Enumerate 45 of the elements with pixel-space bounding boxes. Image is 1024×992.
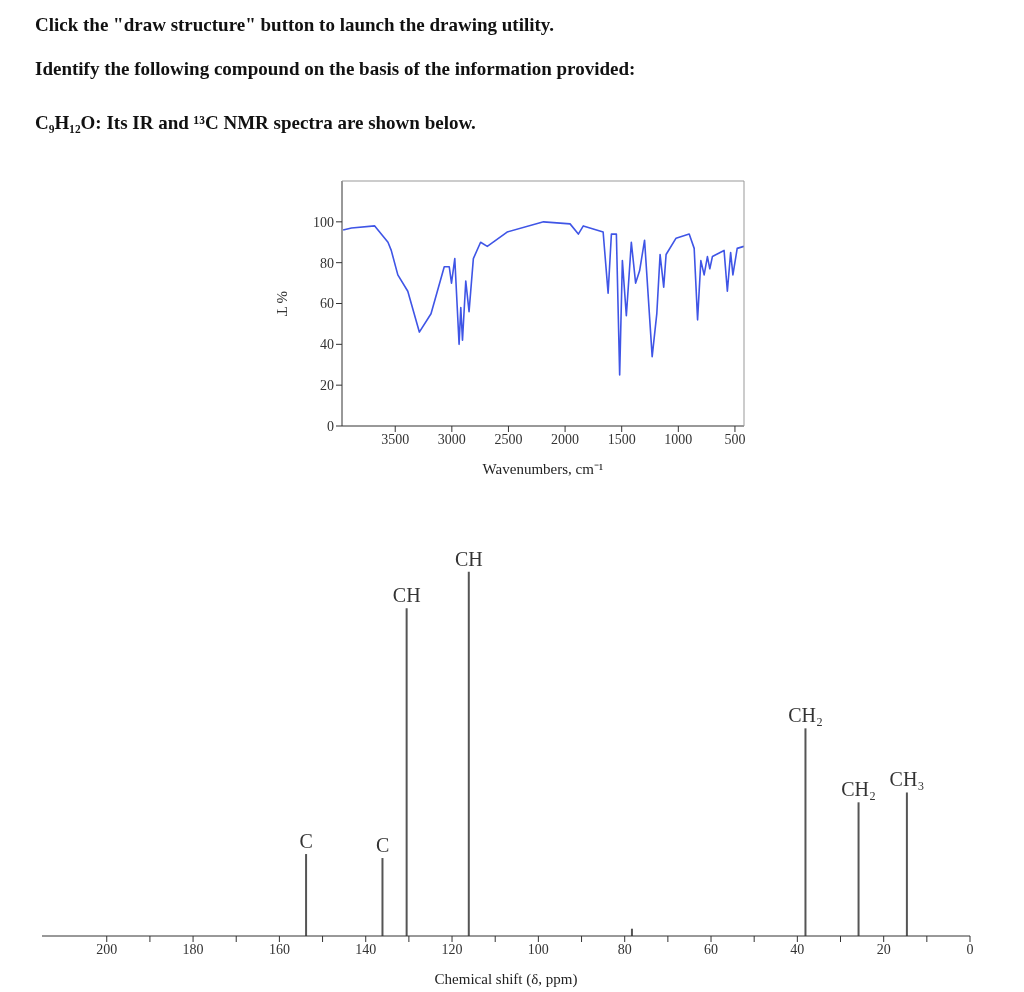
y-axis-title: % T — [273, 290, 290, 317]
bar — [467, 571, 470, 936]
y-tick-label: 100 — [313, 214, 334, 230]
annotation: CH₂ — [841, 778, 877, 801]
chart-title: Click the "draw structure" button to launch the drawing utility. — [35, 14, 554, 36]
x-tick-label: 2000 — [551, 431, 580, 447]
x-axis-title: Chemical shift (δ, ppm) — [434, 971, 578, 988]
x-tick-label: 100 — [527, 941, 549, 957]
x-axis-title: Wavenumbers, cm⁻¹ — [482, 461, 604, 477]
chart-subtitle: Identify the following compound on the basis of the information provided: — [35, 58, 636, 80]
x-tick-label: 140 — [355, 941, 377, 957]
annotation: C — [299, 830, 313, 853]
x-tick-label: 180 — [182, 941, 204, 957]
x-tick-label: 1500 — [607, 431, 636, 447]
y-tick-label: 0 — [327, 418, 334, 434]
x-tick-label: 2500 — [494, 431, 523, 447]
x-tick-label: 3000 — [437, 431, 466, 447]
x-tick-label: 0 — [966, 941, 974, 957]
x-tick-label: 20 — [876, 941, 891, 957]
line-series — [342, 221, 744, 376]
x-tick-label: 60 — [704, 941, 719, 957]
y-tick-label: 60 — [320, 296, 334, 312]
annotation: C — [375, 834, 390, 857]
y-tick-label: 80 — [320, 255, 334, 271]
x-tick-label: 120 — [441, 941, 463, 957]
text: C₉H₁₂O: Its IR and ¹³C NMR spectra are shown below. — [35, 112, 476, 134]
annotation: CH — [392, 584, 421, 607]
y-tick-label: 20 — [320, 378, 334, 394]
annotation: CH₃ — [889, 768, 925, 791]
bar — [804, 728, 807, 936]
x-tick-label: 160 — [268, 941, 290, 957]
x-tick-label: 1000 — [664, 431, 693, 447]
bar — [381, 858, 384, 936]
y-tick-label: 40 — [320, 337, 334, 353]
bar — [405, 608, 408, 936]
bar — [305, 854, 308, 936]
x-tick-label: 80 — [617, 941, 632, 957]
x-tick-label: 40 — [790, 941, 805, 957]
x-tick-label: 500 — [724, 431, 746, 447]
annotation: CH — [454, 547, 483, 570]
x-tick-label: 3500 — [381, 431, 410, 447]
bar — [905, 792, 908, 936]
annotation: CH₂ — [788, 704, 823, 727]
bar — [857, 802, 860, 936]
x-tick-label: 200 — [96, 941, 118, 957]
